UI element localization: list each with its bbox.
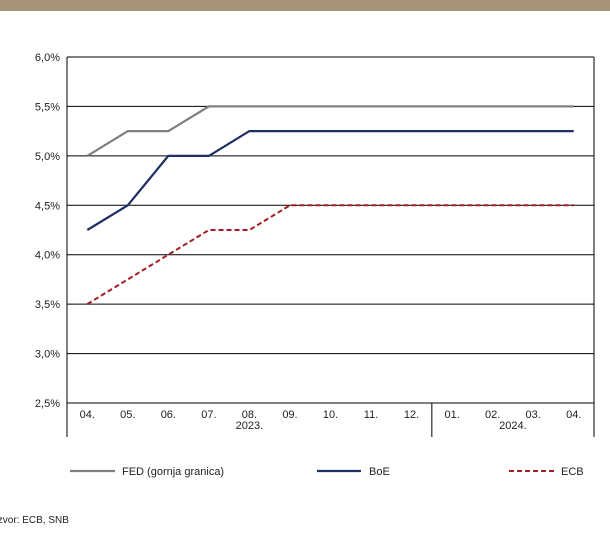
legend-label: ECB [561,466,584,478]
x-tick-label: 10. [323,409,338,421]
top-color-band [0,0,610,11]
legend-label: FED (gornja granica) [122,466,224,478]
tick-labels: 2,5% 3,0% 3,5% 4,0% 4,5% 5,0% 5,5% 6,0% 2023. 202… [35,52,581,432]
series-lines [86,105,574,305]
x-year-label: 2023. [236,420,264,432]
x-tick-label: 12. [404,409,419,421]
y-tick-label: 4,0% [35,250,60,262]
y-tick-label: 6,0% [35,52,60,64]
x-tick-label: 02. [485,409,500,421]
series-line [86,130,574,231]
x-tick-label: 03. [526,409,541,421]
x-tick-label: 04. [80,409,95,421]
legend-label: BoE [369,466,390,478]
x-tick-label: 09. [282,409,297,421]
series-line [86,204,574,305]
y-tick-label: 3,0% [35,349,60,361]
x-tick-label: 04. [566,409,581,421]
interest-rate-line-chart: 2,5% 3,0% 3,5% 4,0% 4,5% 5,0% 5,5% 6,0% 2023. 202… [35,52,595,478]
y-tick-label: 4,5% [35,200,60,212]
x-tick-label: 07. [201,409,216,421]
x-year-label: 2024. [499,420,527,432]
source-note: Izvor: ECB, SNB [0,515,69,526]
y-tick-label: 5,0% [35,151,60,163]
x-tick-label: 06. [161,409,176,421]
x-tick-label: 05. [120,409,135,421]
x-tick-label: 11. [364,409,378,421]
legend: FED (gornja granica) BoE ECB [70,466,584,478]
y-tick-label: 2,5% [35,398,60,410]
axes [66,57,595,437]
y-tick-label: 5,5% [35,101,60,113]
grid-lines [67,56,594,404]
series-line [86,105,574,157]
x-tick-label: 08. [242,409,257,421]
x-tick-label: 01. [444,409,459,421]
y-tick-label: 3,5% [35,299,60,311]
